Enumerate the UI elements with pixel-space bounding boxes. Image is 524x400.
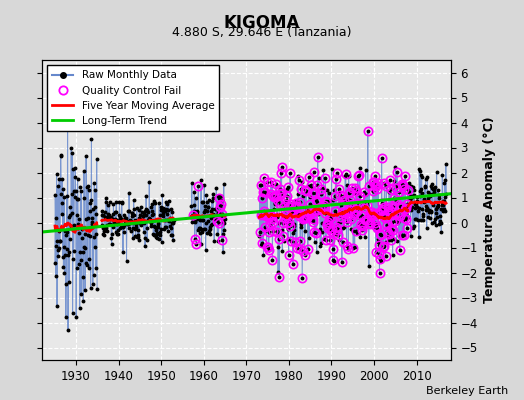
- Y-axis label: Temperature Anomaly (°C): Temperature Anomaly (°C): [483, 117, 496, 303]
- Legend: Raw Monthly Data, Quality Control Fail, Five Year Moving Average, Long-Term Tren: Raw Monthly Data, Quality Control Fail, …: [47, 65, 220, 131]
- Text: Berkeley Earth: Berkeley Earth: [426, 386, 508, 396]
- Text: 4.880 S, 29.646 E (Tanzania): 4.880 S, 29.646 E (Tanzania): [172, 26, 352, 39]
- Text: KIGOMA: KIGOMA: [224, 14, 300, 32]
